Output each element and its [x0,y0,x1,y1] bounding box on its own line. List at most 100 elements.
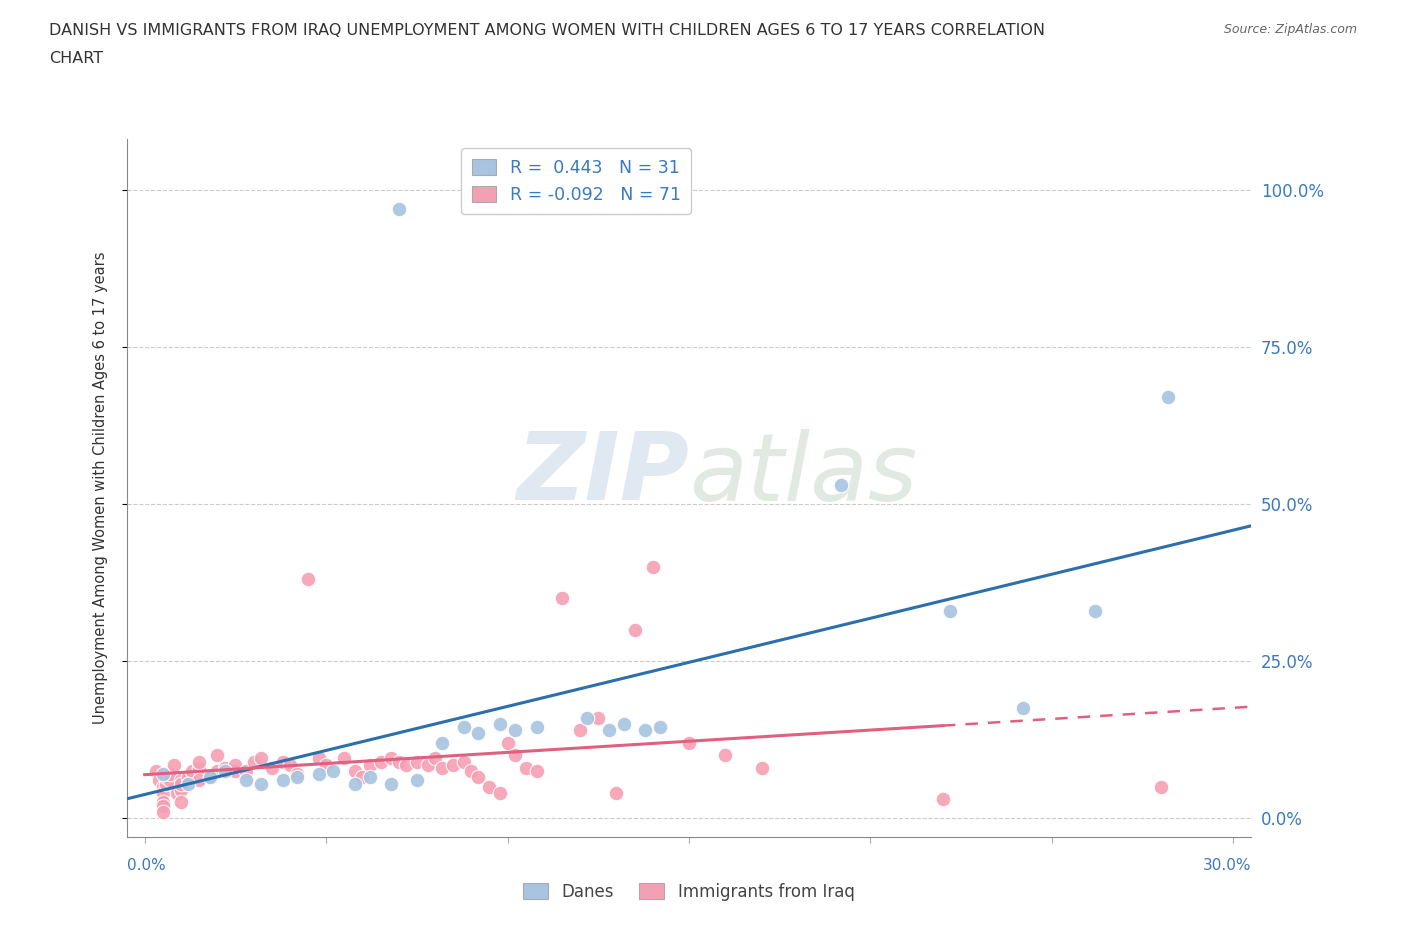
Point [170,777,193,791]
Point [148,773,170,788]
Point [526,764,548,778]
Point [188,773,211,788]
Point [370,754,392,769]
Point [170,782,193,797]
Point [453,754,475,769]
Point [180,764,202,778]
Point [605,786,627,801]
Point [623,622,645,637]
Point [478,779,501,794]
Point [163,757,186,772]
Point [278,757,301,772]
Point [152,786,174,801]
Point [416,757,439,772]
Point [395,757,418,772]
Point [315,757,337,772]
Point [1084,604,1107,618]
Point [333,751,356,766]
Point [432,736,454,751]
Point [352,770,374,785]
Point [249,751,271,766]
Point [297,572,319,587]
Point [380,777,402,791]
Point [453,720,475,735]
Point [441,757,464,772]
Point [576,711,599,725]
Point [1157,390,1180,405]
Point [714,748,737,763]
Point [751,761,773,776]
Point [939,604,962,618]
Point [830,478,852,493]
Text: 0.0%: 0.0% [127,857,166,872]
Point [166,786,188,801]
Point [344,777,367,791]
Point [159,773,181,788]
Point [551,591,574,605]
Point [503,723,526,737]
Point [260,761,283,776]
Point [598,723,620,737]
Point [526,720,548,735]
Point [224,764,246,778]
Point [159,766,181,781]
Point [271,754,294,769]
Point [489,786,512,801]
Point [1011,700,1033,715]
Point [145,764,167,778]
Point [932,791,955,806]
Text: DANISH VS IMMIGRANTS FROM IRAQ UNEMPLOYMENT AMONG WOMEN WITH CHILDREN AGES 6 TO : DANISH VS IMMIGRANTS FROM IRAQ UNEMPLOYM… [49,23,1045,38]
Point [423,751,446,766]
Point [235,773,257,788]
Point [432,761,454,776]
Point [359,757,381,772]
Point [152,779,174,794]
Point [152,766,174,781]
Point [177,777,200,791]
Text: ZIP: ZIP [516,429,689,520]
Point [214,761,236,776]
Point [1149,779,1171,794]
Point [678,736,700,751]
Point [380,751,402,766]
Point [405,773,427,788]
Text: CHART: CHART [49,51,103,66]
Point [285,766,308,781]
Point [271,773,294,788]
Point [586,711,609,725]
Point [648,720,671,735]
Point [613,716,636,731]
Point [460,764,482,778]
Point [207,764,229,778]
Point [188,761,211,776]
Point [177,770,200,785]
Point [214,764,236,778]
Point [152,804,174,819]
Legend: Danes, Immigrants from Iraq: Danes, Immigrants from Iraq [515,874,863,909]
Point [388,754,411,769]
Point [235,764,257,778]
Point [224,757,246,772]
Point [249,777,271,791]
Point [155,770,177,785]
Point [198,770,221,785]
Point [344,764,367,778]
Point [496,736,519,751]
Point [515,761,537,776]
Point [285,770,308,785]
Text: 30.0%: 30.0% [1204,857,1251,872]
Point [242,754,264,769]
Point [308,751,330,766]
Point [170,795,193,810]
Text: atlas: atlas [689,429,917,520]
Point [467,770,489,785]
Point [155,777,177,791]
Point [188,754,211,769]
Point [405,754,427,769]
Point [207,748,229,763]
Point [569,723,592,737]
Point [641,559,664,574]
Point [170,773,193,788]
Point [152,798,174,813]
Point [489,716,512,731]
